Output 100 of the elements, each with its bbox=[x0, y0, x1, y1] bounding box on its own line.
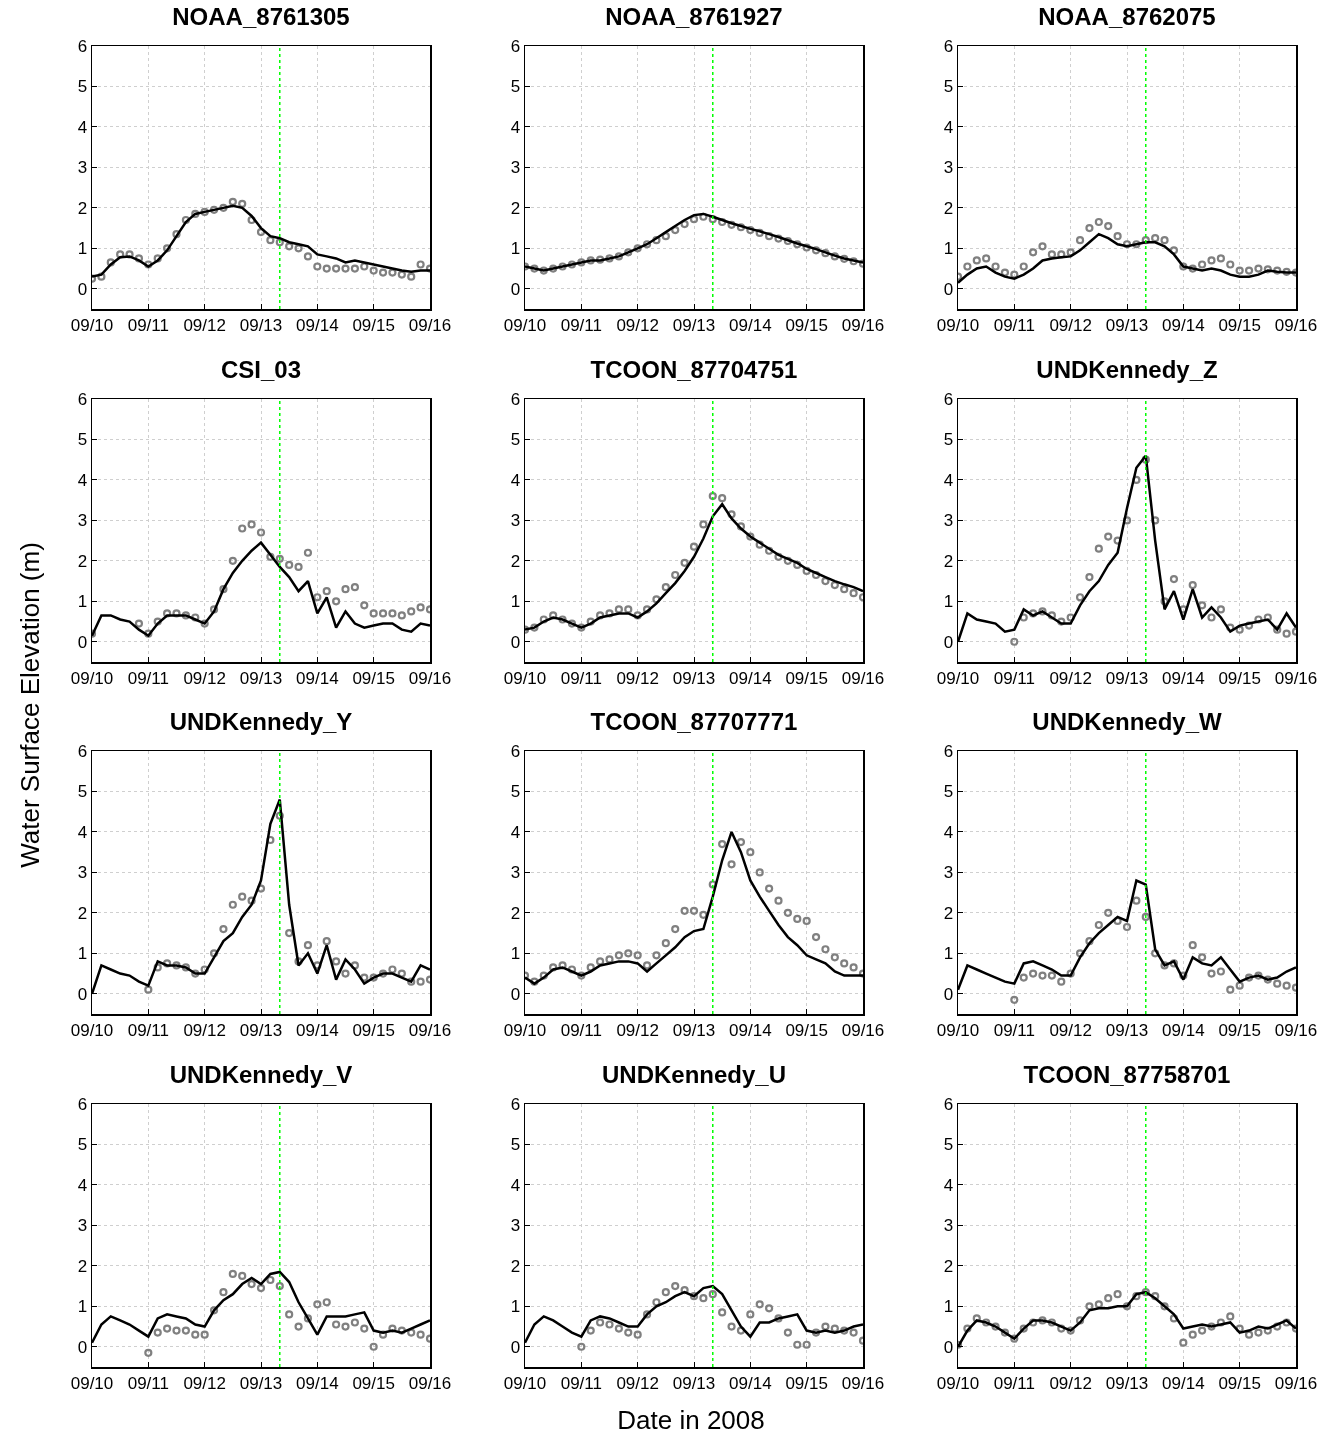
point bbox=[746, 531, 755, 541]
point bbox=[388, 268, 397, 277]
point bbox=[219, 203, 228, 212]
point bbox=[1235, 1323, 1244, 1333]
x-tick-label: 09/12 bbox=[183, 1373, 226, 1393]
point bbox=[332, 264, 341, 273]
point bbox=[774, 1313, 783, 1323]
y-tick-label: 5 bbox=[77, 77, 88, 97]
point bbox=[1244, 973, 1254, 982]
point bbox=[830, 953, 839, 962]
point bbox=[378, 1330, 388, 1339]
point bbox=[256, 884, 266, 893]
point bbox=[219, 584, 228, 593]
point bbox=[1038, 606, 1047, 616]
point bbox=[256, 527, 266, 537]
point bbox=[1132, 896, 1141, 905]
point bbox=[1029, 1317, 1038, 1327]
point bbox=[397, 610, 406, 620]
point bbox=[416, 977, 425, 986]
y-tick-label: 5 bbox=[943, 782, 954, 802]
point bbox=[350, 1317, 359, 1327]
point bbox=[849, 257, 858, 266]
point bbox=[671, 924, 680, 934]
y-tick-label: 5 bbox=[77, 429, 88, 449]
chart-title: TCOON_87704751 bbox=[590, 355, 798, 383]
point bbox=[350, 264, 359, 273]
point bbox=[1226, 985, 1235, 994]
point bbox=[755, 1299, 764, 1308]
point bbox=[125, 250, 134, 259]
point bbox=[1094, 920, 1103, 930]
y-tick-label: 0 bbox=[943, 1337, 954, 1357]
point bbox=[765, 884, 774, 893]
point bbox=[303, 941, 313, 950]
chart-title: TCOON_87707771 bbox=[590, 707, 798, 735]
point bbox=[1000, 1328, 1010, 1337]
point bbox=[1207, 1321, 1216, 1331]
point bbox=[1188, 580, 1197, 589]
point bbox=[811, 246, 821, 255]
point bbox=[1151, 949, 1160, 958]
point bbox=[596, 1317, 605, 1327]
point bbox=[783, 236, 792, 246]
point bbox=[144, 629, 153, 638]
y-tick-label: 6 bbox=[510, 741, 521, 761]
point bbox=[708, 1289, 717, 1298]
y-tick-label: 5 bbox=[77, 782, 88, 802]
point bbox=[1160, 236, 1169, 245]
point bbox=[840, 584, 849, 593]
point bbox=[360, 600, 369, 609]
point bbox=[1179, 604, 1188, 613]
y-tick-label: 0 bbox=[510, 279, 521, 299]
y-tick-label: 1 bbox=[943, 239, 954, 259]
point bbox=[228, 900, 237, 909]
point bbox=[1151, 515, 1160, 524]
point bbox=[191, 612, 200, 622]
point bbox=[1207, 256, 1216, 265]
x-tick-label: 09/14 bbox=[296, 1373, 339, 1393]
x-tick-label: 09/16 bbox=[408, 668, 452, 688]
point bbox=[332, 957, 341, 966]
point bbox=[144, 985, 153, 994]
point bbox=[755, 540, 764, 549]
x-tick-label: 09/10 bbox=[503, 1020, 547, 1040]
point bbox=[181, 963, 190, 972]
y-tick-label: 3 bbox=[510, 158, 521, 178]
x-tick-label: 09/15 bbox=[352, 668, 395, 688]
x-tick-label: 09/11 bbox=[993, 668, 1035, 688]
point bbox=[1169, 959, 1179, 968]
point bbox=[322, 1297, 331, 1306]
point bbox=[1254, 1328, 1263, 1337]
point bbox=[746, 226, 755, 235]
y-tick-label: 1 bbox=[943, 1296, 954, 1316]
point bbox=[247, 1279, 256, 1288]
point bbox=[802, 1340, 811, 1349]
point bbox=[661, 582, 670, 591]
point bbox=[549, 610, 558, 620]
point bbox=[830, 580, 839, 589]
x-tick-label: 09/15 bbox=[352, 1020, 395, 1040]
point bbox=[378, 969, 388, 978]
y-tick-label: 0 bbox=[510, 1337, 521, 1357]
point bbox=[322, 264, 331, 273]
point bbox=[285, 1309, 294, 1318]
x-tick-label: 09/15 bbox=[352, 315, 395, 335]
point bbox=[407, 272, 416, 281]
point bbox=[1169, 246, 1179, 255]
point bbox=[605, 608, 614, 618]
point bbox=[341, 969, 350, 978]
point bbox=[1207, 612, 1216, 622]
point bbox=[802, 916, 811, 926]
point bbox=[397, 969, 406, 978]
point bbox=[1282, 267, 1291, 276]
point bbox=[708, 880, 717, 889]
x-tick-label: 09/13 bbox=[1105, 1020, 1149, 1040]
point bbox=[1254, 264, 1263, 273]
point bbox=[727, 1321, 736, 1331]
point bbox=[191, 969, 200, 978]
point bbox=[727, 860, 736, 869]
point bbox=[558, 961, 567, 970]
point bbox=[652, 594, 661, 603]
x-tick-label: 09/15 bbox=[1218, 1373, 1261, 1393]
point bbox=[736, 1325, 746, 1335]
point bbox=[303, 252, 313, 261]
